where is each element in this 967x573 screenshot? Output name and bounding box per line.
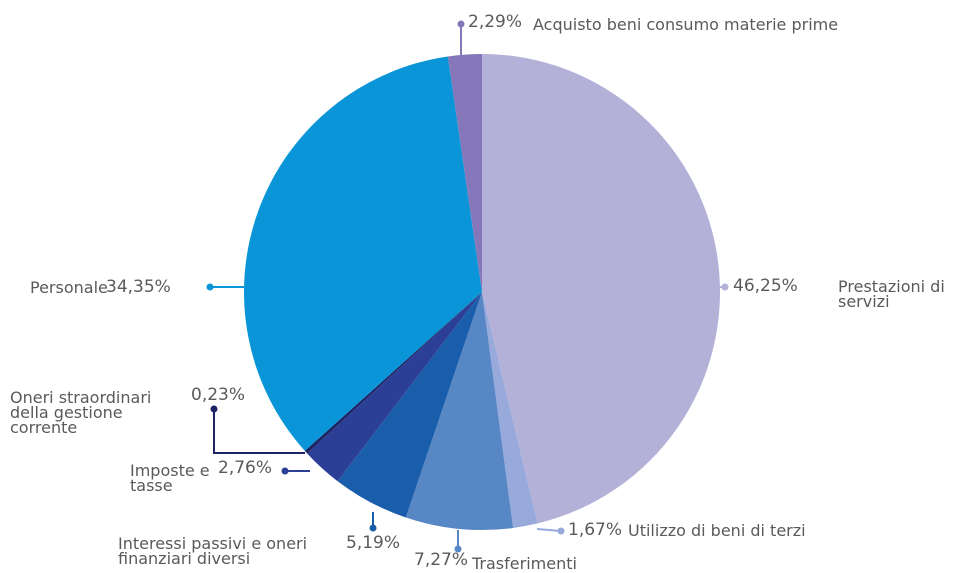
value-label: 46,25% bbox=[733, 276, 798, 296]
pie-slice bbox=[304, 292, 482, 454]
leader-dot bbox=[210, 405, 218, 413]
category-label: Acquisto beni consumo materie prime bbox=[533, 15, 839, 34]
pie-slice bbox=[405, 292, 514, 531]
category-label: Personale bbox=[30, 278, 108, 297]
leader-dot bbox=[721, 283, 729, 291]
value-label: 2,76% bbox=[218, 458, 273, 478]
category-label: Imposte e tasse bbox=[130, 461, 210, 495]
pie-slice bbox=[482, 54, 721, 524]
value-label: 5,19% bbox=[346, 533, 401, 553]
value-label: 34,35% bbox=[106, 277, 171, 297]
category-label: Trasferimenti bbox=[472, 554, 577, 573]
leader-line bbox=[213, 409, 305, 454]
category-label: Utilizzo di beni di terzi bbox=[628, 521, 806, 540]
pie-slice bbox=[337, 292, 482, 518]
value-label: 7,27% bbox=[414, 550, 469, 570]
value-label: 0,23% bbox=[191, 385, 246, 405]
leader-dot bbox=[454, 545, 462, 553]
leader-dot bbox=[369, 524, 377, 532]
value-label: 1,67% bbox=[568, 520, 623, 540]
pie-slice bbox=[482, 292, 538, 528]
category-label: Prestazioni di servizi bbox=[838, 277, 945, 311]
category-label: Oneri straordinari della gestione corren… bbox=[10, 388, 152, 437]
pie-slice bbox=[447, 54, 482, 292]
leader-line bbox=[536, 528, 562, 532]
leader-dot bbox=[281, 467, 289, 475]
value-label: 2,29% bbox=[468, 12, 523, 32]
leader-dot bbox=[206, 283, 214, 291]
category-label: Interessi passivi e oneri finanziari div… bbox=[118, 534, 308, 568]
pie-slice bbox=[307, 292, 482, 482]
leader-dot bbox=[457, 20, 465, 28]
leader-dot bbox=[557, 527, 565, 535]
pie-slice bbox=[243, 56, 482, 451]
